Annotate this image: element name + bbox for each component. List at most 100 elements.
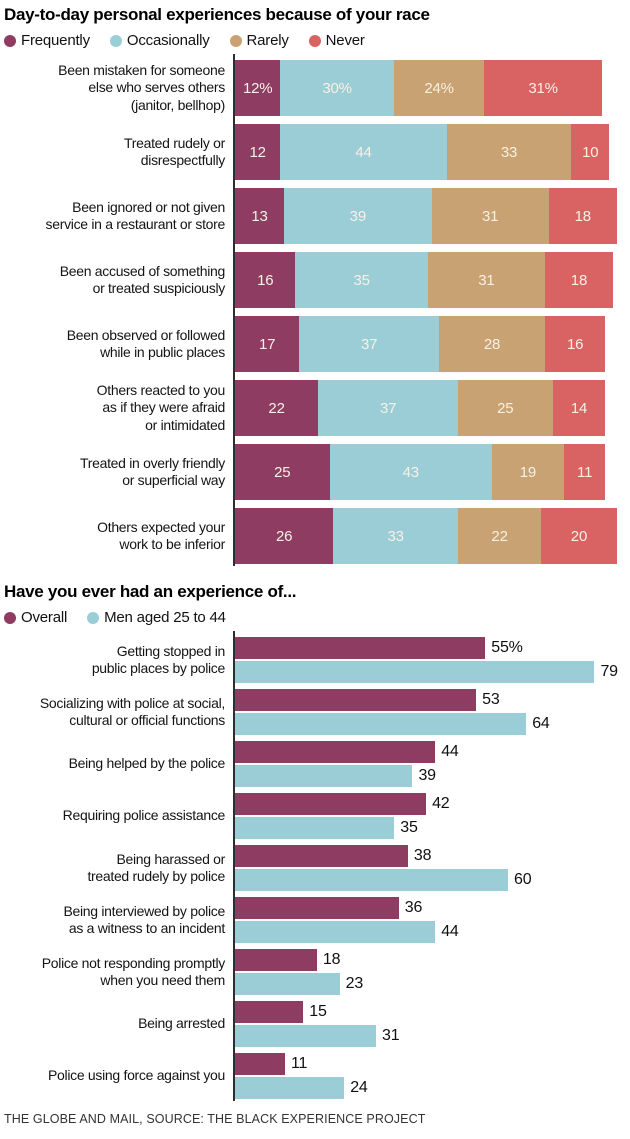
bar-segment-frequently: 13 [235, 188, 285, 244]
chart1-bar-stack: 13 39 31 18 [235, 188, 617, 244]
bar-men-25-44 [235, 765, 413, 787]
bar-segment-value: 24% [424, 79, 454, 97]
bar-segment-value: 12% [242, 79, 273, 97]
chart1-legend-item: Never [308, 32, 365, 49]
chart2-title: Have you ever had an experience of... [4, 582, 297, 601]
legend-swatch-icon [229, 34, 242, 47]
bar-segment-rarely: 25 [458, 380, 553, 436]
chart1-category-label: Been observed or followed while in publi… [66, 326, 226, 360]
bar-segment-frequently: 16 [235, 252, 296, 308]
bar-men-25-44 [235, 817, 395, 839]
legend-swatch-icon [109, 34, 122, 47]
bar-segment-never: 18 [548, 188, 617, 244]
chart1-legend-item: Occasionally [109, 32, 210, 49]
bar-overall [235, 845, 408, 867]
bar-segment-frequently: 26 [235, 508, 334, 564]
bar-segment-rarely: 28 [439, 316, 545, 372]
bar-segment-rarely: 22 [458, 508, 542, 564]
chart1-category-label: Treated rudely or disrespectfully [124, 134, 225, 168]
bar-segment-never: 14 [552, 380, 606, 436]
legend-swatch-icon [4, 34, 16, 47]
bar-segment-value: 26 [275, 527, 293, 545]
bar-value-label: 18 [322, 951, 341, 968]
chart1-row: Been ignored or not given service in a r… [4, 188, 624, 244]
bar-segment-value: 11 [577, 463, 593, 481]
chart2-legend-label: Overall [21, 609, 68, 626]
bar-overall [235, 741, 436, 763]
grouped-chart-section: Have you ever had an experience of... Ov… [4, 582, 624, 1101]
chart1-row: Been mistaken for someone else who serve… [4, 60, 624, 116]
bar-value-label: 60 [514, 871, 532, 888]
chart2-group: Being interviewed by police as a witness… [4, 897, 624, 943]
bar-segment-value: 14 [570, 399, 588, 417]
bar-segment-never: 31% [484, 60, 602, 116]
chart2-bar-row: 79 [235, 661, 618, 683]
chart2-bar-row: 36 [235, 897, 459, 919]
bar-segment-occasionally: 35 [295, 252, 428, 308]
bar-segment-rarely: 19 [492, 444, 564, 500]
bar-segment-frequently: 17 [235, 316, 300, 372]
bar-segment-rarely: 31 [431, 188, 549, 244]
bar-value-label: 55% [491, 639, 523, 656]
bar-segment-never: 16 [544, 316, 606, 372]
chart1-row: Treated in overly friendly or superficia… [4, 444, 624, 500]
bar-overall [235, 637, 486, 659]
bar-segment-occasionally: 44 [280, 124, 447, 180]
chart2-category-label: Being arrested [138, 1015, 225, 1032]
chart2-bar-row: 44 [235, 921, 459, 943]
bar-men-25-44 [235, 869, 508, 891]
chart1-category-label: Been ignored or not given service in a r… [45, 198, 226, 232]
stacked-chart-section: Day-to-day personal experiences because … [4, 5, 624, 566]
bar-overall [235, 1053, 286, 1075]
bar-segment-value: 28 [483, 335, 501, 353]
chart1-title: Day-to-day personal experiences because … [4, 5, 430, 24]
chart2-bar-row: 23 [235, 973, 363, 995]
bar-segment-occasionally: 37 [299, 316, 440, 372]
bar-segment-value: 22 [491, 527, 508, 545]
chart2-axis-line [233, 631, 235, 1101]
bar-value-label: 31 [382, 1027, 400, 1044]
bar-segment-value: 31 [478, 271, 495, 289]
chart1-row: Been observed or followed while in publi… [4, 316, 624, 372]
chart2-group: Being helped by the police 44 39 [4, 741, 624, 787]
chart2-group: Police using force against you 11 24 [4, 1053, 624, 1099]
chart2-bar-row: 18 [235, 949, 363, 971]
bar-segment-value: 31 [481, 207, 499, 225]
bar-segment-rarely: 31 [427, 252, 545, 308]
bar-value-label: 38 [413, 847, 432, 864]
chart2-legend: Overall Men aged 25 to 44 [4, 609, 624, 626]
bar-segment-never: 18 [544, 252, 613, 308]
chart1-bar-stack: 12% 30% 24% 31% [235, 60, 602, 116]
bar-overall [235, 689, 477, 711]
bar-value-label: 64 [532, 715, 550, 732]
chart1-legend: Frequently Occasionally Rarely Never [4, 32, 624, 49]
bar-men-25-44 [235, 1077, 345, 1099]
bar-segment-never: 10 [571, 124, 610, 180]
chart1-plot: Been mistaken for someone else who serve… [4, 54, 624, 566]
chart1-row: Been accused of something or treated sus… [4, 252, 624, 308]
chart2-group: Being arrested 15 31 [4, 1001, 624, 1047]
chart1-legend-item: Frequently [4, 32, 90, 49]
chart2-legend-label: Men aged 25 to 44 [104, 609, 226, 626]
bar-segment-value: 16 [257, 271, 274, 289]
bar-men-25-44 [235, 661, 595, 683]
chart2-group: Getting stopped in public places by poli… [4, 637, 624, 683]
chart2-category-label: Being harassed or treated rudely by poli… [87, 850, 225, 884]
chart2-category-label: Getting stopped in public places by poli… [91, 642, 225, 676]
bar-segment-value: 10 [582, 143, 599, 161]
bar-segment-value: 31% [528, 79, 558, 97]
chart2-legend-item: Men aged 25 to 44 [87, 609, 226, 626]
chart2-category-label: Police using force against you [48, 1067, 225, 1084]
chart1-legend-label: Frequently [21, 32, 90, 49]
chart2-bar-row: 35 [235, 817, 450, 839]
bar-segment-value: 20 [570, 527, 588, 545]
bar-segment-rarely: 33 [446, 124, 572, 180]
bar-segment-value: 43 [402, 463, 420, 481]
chart1-legend-label: Occasionally [126, 32, 210, 49]
chart2-bar-row: 39 [235, 765, 459, 787]
bar-segment-value: 39 [349, 207, 367, 225]
bar-segment-occasionally: 43 [329, 444, 493, 500]
chart1-legend-label: Never [325, 32, 365, 49]
chart1-row: Others expected your work to be inferior… [4, 508, 624, 564]
